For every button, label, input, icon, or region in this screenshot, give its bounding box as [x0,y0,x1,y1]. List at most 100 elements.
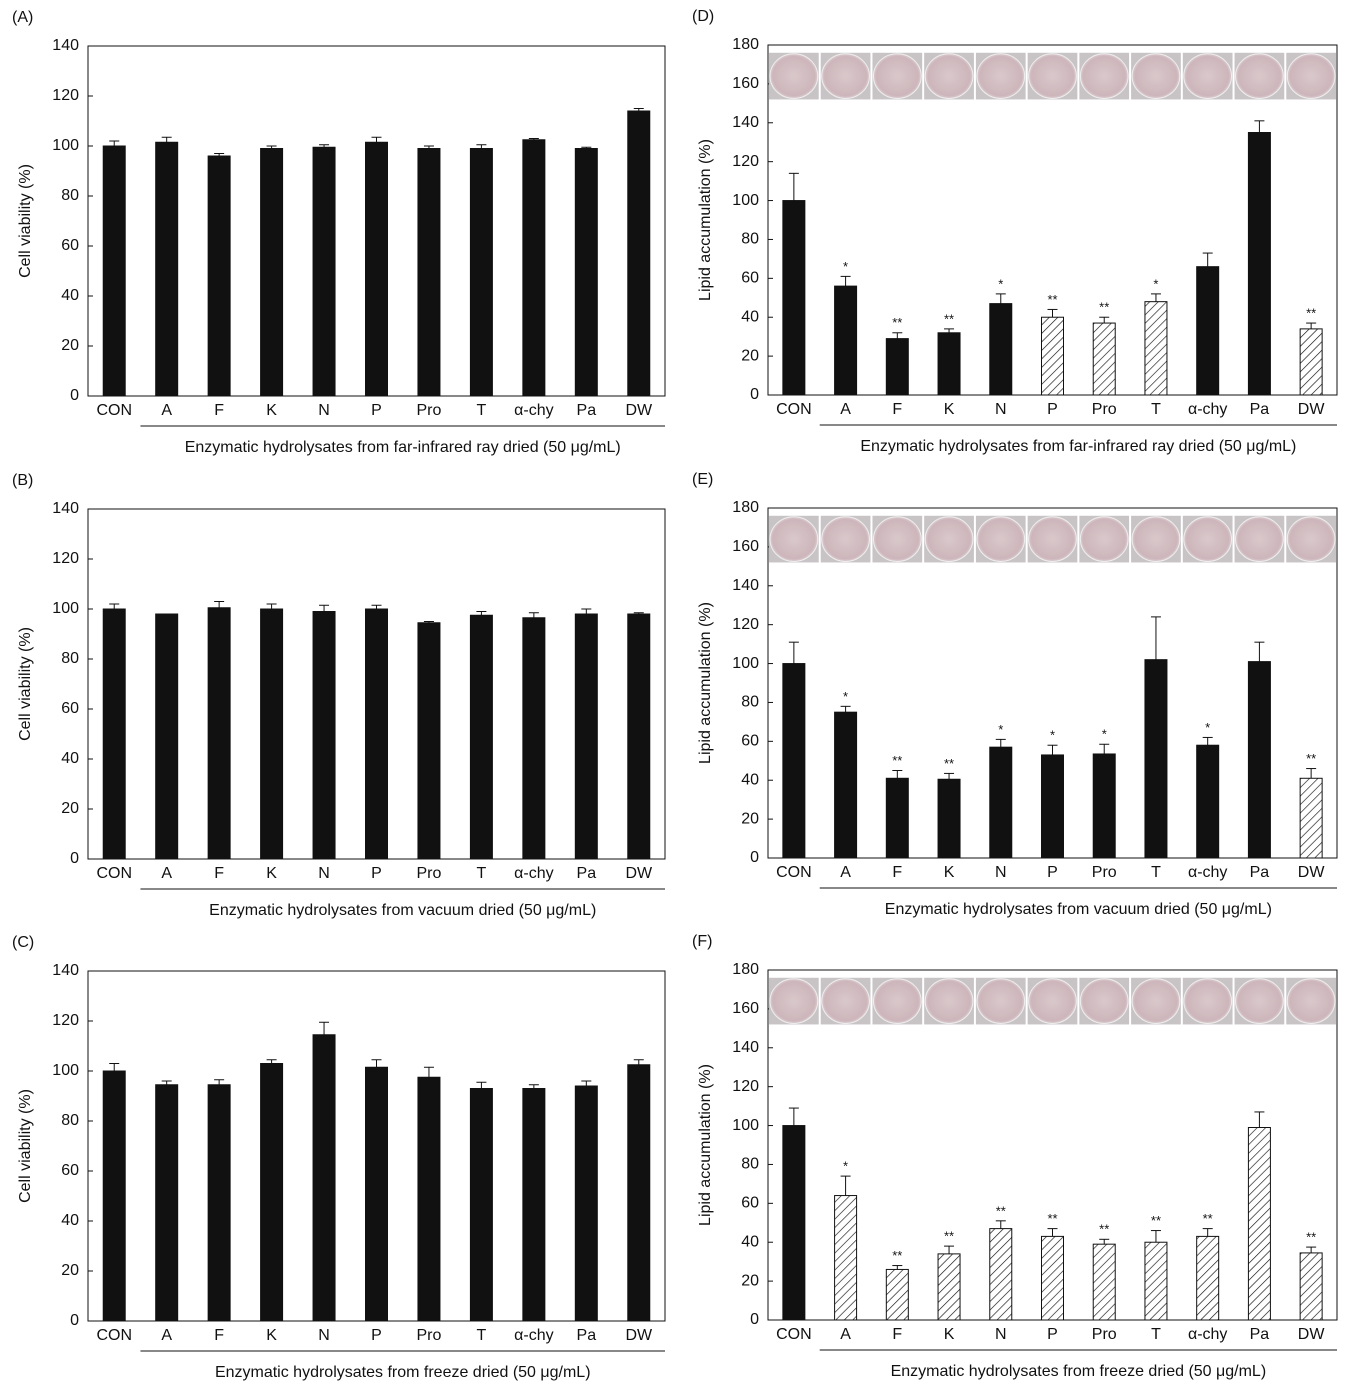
bar [627,613,651,860]
x-tick-label: K [266,402,277,419]
bar [522,1088,546,1322]
well [821,53,870,99]
bar [1144,659,1168,859]
panel-label: (E) [692,471,713,488]
y-tick-label: 60 [741,270,759,287]
bar [1247,132,1271,396]
x-tick-label: N [318,1327,330,1344]
x-tick-label: F [214,402,224,419]
y-tick-label: 120 [732,153,759,170]
x-tick-label: N [318,865,330,882]
y-tick-label: 20 [741,1272,759,1289]
y-tick-label: 60 [741,733,759,750]
x-tick-label: P [1047,864,1058,881]
x-tick-label: F [892,864,902,881]
x-tick-label: CON [96,1327,132,1344]
bar [469,614,493,860]
x-tick-label: Pro [1092,401,1117,418]
significance-mark: ** [1099,300,1109,315]
x-tick-label: α-chy [1188,1326,1227,1343]
y-tick-label: 120 [52,87,79,104]
y-tick-label: 0 [70,387,79,404]
significance-mark: ** [1151,1213,1161,1228]
x-tick-label: K [944,401,955,418]
bar [989,303,1013,396]
y-axis-label: Cell viability (%) [17,164,34,278]
bar [989,746,1013,859]
bar [989,1228,1013,1321]
y-tick-label: 20 [61,1262,79,1279]
x-tick-label: Pro [417,865,442,882]
x-tick-label: Pa [1250,1326,1270,1343]
y-tick-label: 160 [732,75,759,92]
x-tick-label: N [995,401,1007,418]
x-tick-label: Pa [1250,864,1270,881]
bar [937,778,961,859]
y-tick-label: 80 [741,1156,759,1173]
y-tick-label: 140 [52,962,79,979]
y-tick-label: 100 [52,1062,79,1079]
significance-mark: ** [1306,751,1316,766]
bar [1144,301,1168,396]
x-tick-label: Pro [1092,864,1117,881]
x-tick-label: Pro [1092,1326,1117,1343]
significance-mark: * [843,259,848,274]
bar [1092,753,1116,859]
x-tick-label: A [161,1327,172,1344]
well [976,978,1026,1024]
significance-mark: ** [1306,1230,1316,1245]
significance-mark: * [843,689,848,704]
y-tick-label: 100 [732,655,759,672]
x-tick-label: CON [776,1326,812,1343]
y-tick-label: 100 [732,1117,759,1134]
bar [1092,322,1116,396]
y-tick-label: 60 [61,1162,79,1179]
x-tick-label: T [477,865,487,882]
bar [1299,1252,1323,1321]
y-tick-label: 0 [70,1312,79,1329]
bar [1041,316,1064,396]
x-tick-label: α-chy [1188,864,1227,881]
x-tick-label: α-chy [514,402,553,419]
x-axis-label: Enzymatic hydrolysates from far-infrared… [185,439,621,456]
x-tick-label: α-chy [1188,401,1227,418]
bar [1196,744,1220,859]
bar [522,139,546,397]
x-tick-label: P [1047,1326,1058,1343]
significance-mark: * [1050,728,1055,743]
well [1183,53,1233,99]
well [1079,53,1129,99]
well [872,516,922,562]
y-tick-label: 20 [741,810,759,827]
x-tick-label: DW [1298,864,1326,881]
well [1079,978,1129,1024]
bar [207,607,231,860]
x-tick-label: T [1151,1326,1161,1343]
bar [1041,754,1064,859]
bar [417,148,441,397]
y-tick-label: 0 [750,1311,759,1328]
well [1028,978,1077,1024]
x-tick-label: N [995,864,1007,881]
x-tick-label: A [840,1326,851,1343]
bar [937,332,961,396]
bar [312,1034,336,1322]
well [1131,53,1181,99]
x-tick-label: CON [776,401,812,418]
bar [1299,328,1323,396]
bar [834,285,858,396]
y-axis-label: Cell viability (%) [17,1089,34,1203]
bar [1247,1127,1271,1321]
bar [937,1253,961,1321]
bar [834,1195,858,1321]
bar [1041,1235,1064,1321]
x-axis-label: Enzymatic hydrolysates from vacuum dried… [209,902,596,919]
x-tick-label: T [477,402,487,419]
y-tick-label: 140 [732,577,759,594]
bar [627,1064,651,1322]
bar [155,141,179,397]
bar [155,613,179,860]
well [872,53,922,99]
y-tick-label: 140 [52,37,79,54]
well [1235,53,1284,99]
